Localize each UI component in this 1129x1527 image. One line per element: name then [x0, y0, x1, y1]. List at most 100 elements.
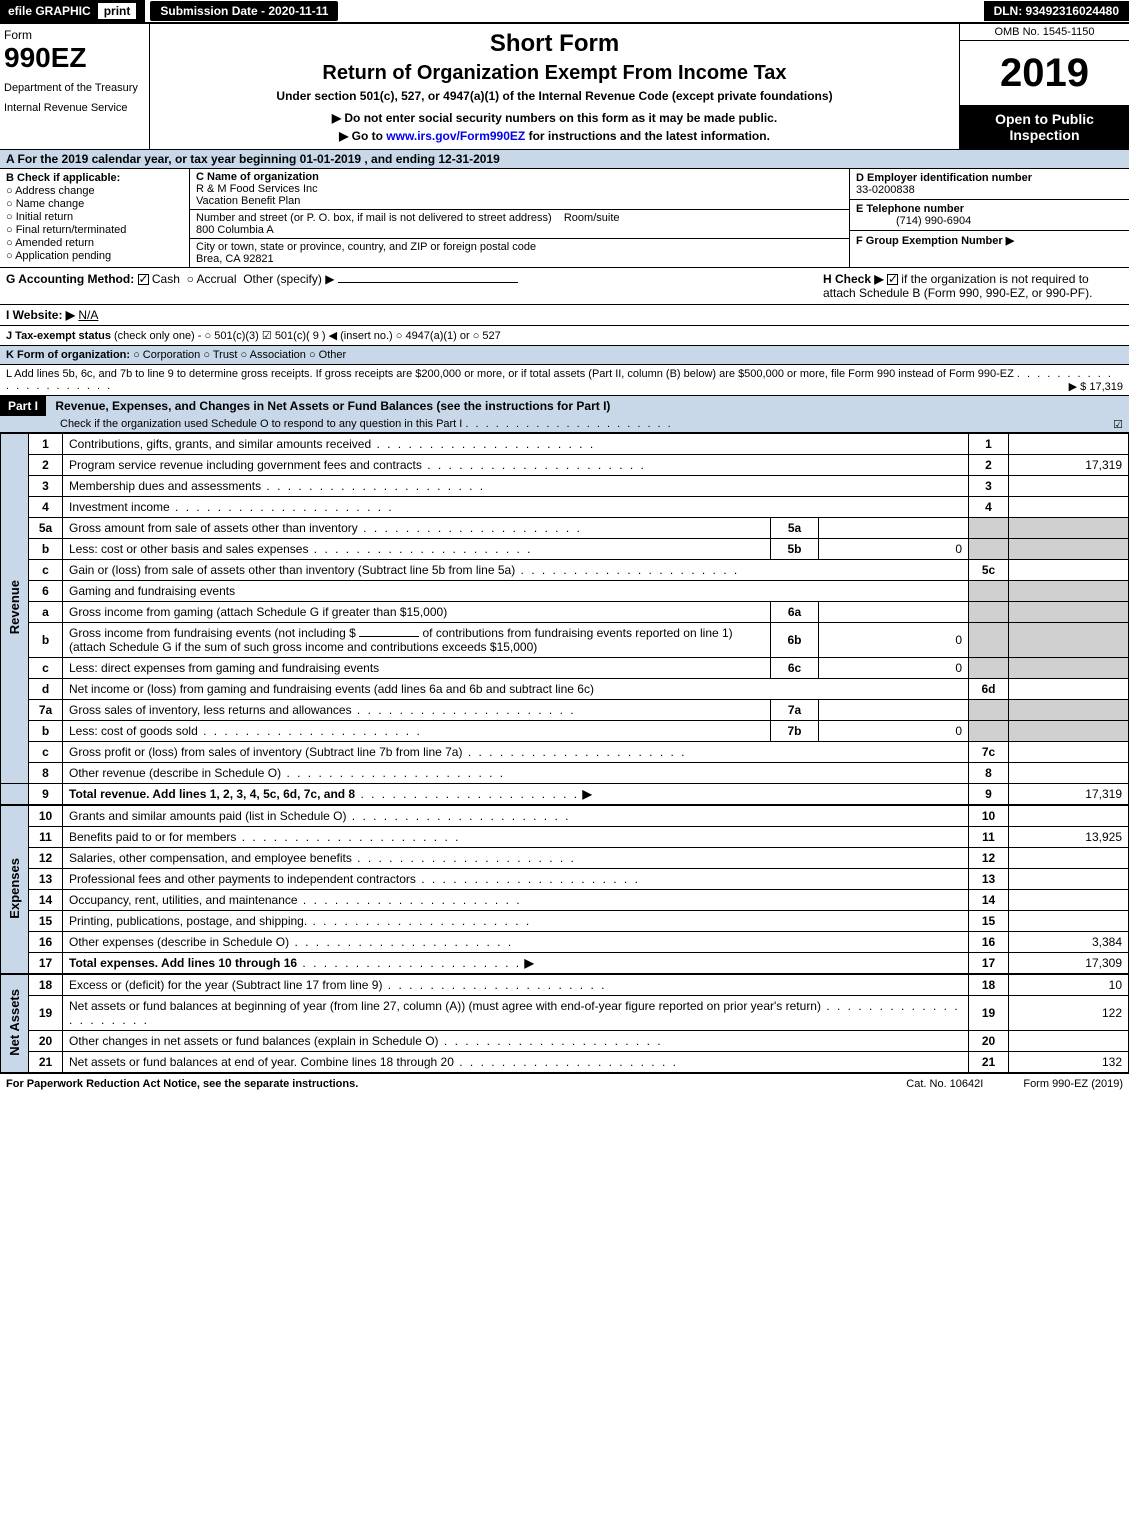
table-row: 14Occupancy, rent, utilities, and mainte… — [1, 890, 1129, 911]
table-row: 19Net assets or fund balances at beginni… — [1, 996, 1129, 1031]
table-row: 9Total revenue. Add lines 1, 2, 3, 4, 5c… — [1, 784, 1129, 806]
street-label: Number and street (or P. O. box, if mail… — [196, 212, 552, 224]
chk-schedule-b[interactable] — [887, 274, 898, 285]
chk-name-change[interactable]: ○ Name change — [6, 198, 183, 210]
phone-value: (714) 990-6904 — [856, 215, 971, 227]
form-version: Form 990-EZ (2019) — [1023, 1078, 1123, 1090]
under-section: Under section 501(c), 527, or 4947(a)(1)… — [156, 89, 953, 103]
table-row: Net Assets 18Excess or (deficit) for the… — [1, 974, 1129, 996]
table-row: 7aGross sales of inventory, less returns… — [1, 700, 1129, 721]
topbar: efile GRAPHIC print Submission Date - 20… — [0, 0, 1129, 24]
org-name: R & M Food Services Inc — [196, 183, 318, 195]
j-opts: ○ 501(c)(3) ☑ 501(c)( 9 ) ◀ (insert no.)… — [205, 330, 501, 342]
table-row: bLess: cost of goods sold7b0 — [1, 721, 1129, 742]
table-row: 20Other changes in net assets or fund ba… — [1, 1031, 1129, 1052]
goto-prefix: ▶ Go to — [339, 129, 386, 143]
section-i-website: I Website: ▶ N/A — [0, 305, 1129, 326]
k-label: K Form of organization: — [6, 349, 130, 361]
table-row: bLess: cost or other basis and sales exp… — [1, 539, 1129, 560]
city-value: Brea, CA 92821 — [196, 253, 274, 265]
table-row: 6Gaming and fundraising events — [1, 581, 1129, 602]
l-amount: ▶ $ 17,319 — [1069, 380, 1123, 393]
table-row: 4Investment income4 — [1, 497, 1129, 518]
room-label: Room/suite — [564, 212, 620, 224]
side-netassets: Net Assets — [7, 989, 22, 1056]
tax-year: 2019 — [960, 41, 1129, 105]
j-sub: (check only one) - — [114, 330, 201, 342]
section-b-checkboxes: B Check if applicable: ○ Address change … — [0, 169, 190, 267]
part-i-title: Revenue, Expenses, and Changes in Net As… — [49, 396, 616, 416]
chk-application-pending[interactable]: ○ Application pending — [6, 250, 183, 262]
side-revenue: Revenue — [7, 580, 22, 634]
section-j-tax-exempt: J Tax-exempt status (check only one) - ○… — [0, 326, 1129, 346]
org-sub: Vacation Benefit Plan — [196, 195, 300, 207]
g-label: G Accounting Method: — [6, 272, 134, 286]
table-row: 16Other expenses (describe in Schedule O… — [1, 932, 1129, 953]
street-value: 800 Columbia A — [196, 224, 274, 236]
i-label: I Website: ▶ — [6, 308, 75, 322]
form-id-block: Form 990EZ Department of the Treasury In… — [0, 24, 150, 149]
table-row: Revenue 1 Contributions, gifts, grants, … — [1, 434, 1129, 455]
chk-cash[interactable] — [138, 274, 149, 285]
ssn-warning: ▶ Do not enter social security numbers o… — [156, 111, 953, 125]
contrib-input[interactable] — [359, 636, 419, 637]
irs-label: Internal Revenue Service — [4, 102, 145, 114]
part-i-sub: Check if the organization used Schedule … — [60, 418, 462, 430]
efile-graphic: efile GRAPHIC print — [0, 0, 145, 22]
section-d-e-f: D Employer identification number 33-0200… — [849, 169, 1129, 267]
dept-treasury: Department of the Treasury — [4, 82, 145, 94]
dln: DLN: 93492316024480 — [984, 1, 1129, 21]
c-label: C Name of organization — [196, 171, 319, 183]
cat-no: Cat. No. 10642I — [906, 1078, 983, 1090]
table-row: Expenses 10Grants and similar amounts pa… — [1, 805, 1129, 827]
part-i-checkbox[interactable]: ☑ — [1113, 418, 1123, 431]
side-expenses: Expenses — [7, 858, 22, 919]
l-text: L Add lines 5b, 6c, and 7b to line 9 to … — [6, 368, 1014, 380]
table-row: 5aGross amount from sale of assets other… — [1, 518, 1129, 539]
table-row: 13Professional fees and other payments t… — [1, 869, 1129, 890]
table-row: 17Total expenses. Add lines 10 through 1… — [1, 953, 1129, 975]
section-g-h: G Accounting Method: Cash ○ Accrual Othe… — [0, 268, 1129, 305]
footer: For Paperwork Reduction Act Notice, see … — [0, 1073, 1129, 1094]
section-a-taxyear: A For the 2019 calendar year, or tax yea… — [0, 150, 1129, 169]
paperwork-notice: For Paperwork Reduction Act Notice, see … — [6, 1078, 358, 1090]
ein-value: 33-0200838 — [856, 184, 915, 196]
table-row: cGross profit or (loss) from sales of in… — [1, 742, 1129, 763]
table-row: bGross income from fundraising events (n… — [1, 623, 1129, 658]
submission-date: Submission Date - 2020-11-11 — [149, 0, 339, 22]
chk-amended-return[interactable]: ○ Amended return — [6, 237, 183, 249]
form-title-block: Short Form Return of Organization Exempt… — [150, 24, 959, 149]
return-title: Return of Organization Exempt From Incom… — [156, 62, 953, 85]
d-label: D Employer identification number — [856, 172, 1032, 184]
other-specify-input[interactable] — [338, 282, 518, 283]
table-row: 8Other revenue (describe in Schedule O)8 — [1, 763, 1129, 784]
part-i-label: Part I — [0, 396, 46, 416]
table-row: dNet income or (loss) from gaming and fu… — [1, 679, 1129, 700]
chk-final-return[interactable]: ○ Final return/terminated — [6, 224, 183, 236]
e-label: E Telephone number — [856, 203, 964, 215]
part-i-table: Revenue 1 Contributions, gifts, grants, … — [0, 433, 1129, 1073]
j-label: J Tax-exempt status — [6, 330, 111, 342]
f-label: F Group Exemption Number ▶ — [856, 235, 1014, 247]
form-number: 990EZ — [4, 42, 145, 74]
section-l-gross-receipts: L Add lines 5b, 6c, and 7b to line 9 to … — [0, 365, 1129, 396]
section-b: B Check if applicable: ○ Address change … — [0, 169, 1129, 268]
goto-suffix: for instructions and the latest informat… — [529, 129, 770, 143]
b-label: B Check if applicable: — [6, 172, 183, 184]
form-header: Form 990EZ Department of the Treasury In… — [0, 24, 1129, 150]
chk-initial-return[interactable]: ○ Initial return — [6, 211, 183, 223]
efile-label: efile GRAPHIC — [8, 4, 91, 18]
goto-link[interactable]: www.irs.gov/Form990EZ — [386, 129, 525, 143]
table-row: 11Benefits paid to or for members1113,92… — [1, 827, 1129, 848]
chk-address-change[interactable]: ○ Address change — [6, 185, 183, 197]
table-row: cLess: direct expenses from gaming and f… — [1, 658, 1129, 679]
short-form-title: Short Form — [156, 30, 953, 58]
table-row: aGross income from gaming (attach Schedu… — [1, 602, 1129, 623]
omb-number: OMB No. 1545-1150 — [960, 24, 1129, 41]
table-row: 21Net assets or fund balances at end of … — [1, 1052, 1129, 1073]
k-opts: ○ Corporation ○ Trust ○ Association ○ Ot… — [133, 349, 346, 361]
part-i-header-row: Part I Revenue, Expenses, and Changes in… — [0, 396, 1129, 433]
city-label: City or town, state or province, country… — [196, 241, 536, 253]
print-button[interactable]: print — [97, 2, 138, 20]
goto-instructions: ▶ Go to www.irs.gov/Form990EZ for instru… — [156, 129, 953, 143]
